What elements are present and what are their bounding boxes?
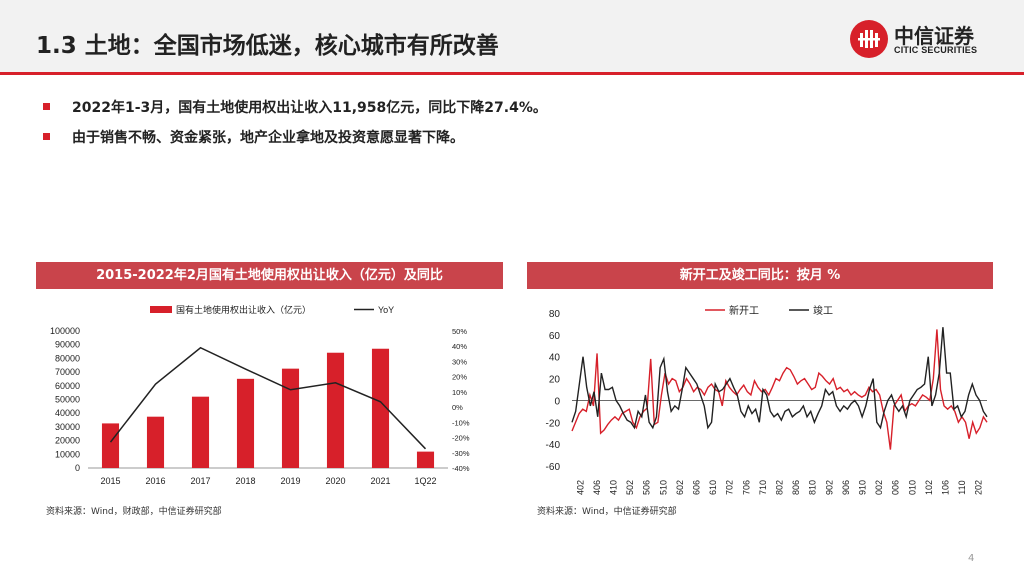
y-tick-label: 40 [549,353,561,364]
x-tick-label: 1710 [758,480,768,495]
y-left-tick-label: 30000 [55,422,80,432]
x-tick-label: 2202 [974,480,984,495]
x-tick-label: 1602 [675,480,685,495]
y-tick-label: 0 [554,396,560,407]
x-tick-label: 2016 [145,476,165,486]
bullet-text: 由于销售不畅、资金紧张，地产企业拿地及投资意愿显著下降。 [72,130,464,146]
revenue-bar [416,451,435,468]
bullet-item: 由于销售不畅、资金紧张，地产企业拿地及投资意愿显著下降。 [43,127,464,147]
x-tick-label: 1902 [824,480,834,495]
bullet-text: 2022年1-3月，国有土地使用权出让收入11,958亿元，同比下降27.4%。 [72,100,547,116]
x-tick-label: 2018 [235,476,255,486]
y-right-tick-label: 40% [452,342,467,351]
y-tick-label: -40 [546,440,561,451]
x-tick-label: 1702 [725,480,735,495]
x-tick-label: 1610 [708,480,718,495]
revenue-bar [236,378,255,468]
header-rule [0,72,1024,75]
x-tick-label: 1810 [808,480,818,495]
left-chart-header: 2015-2022年2月国有土地使用权出让收入（亿元）及同比 [36,262,503,289]
chart-legend: 国有土地使用权出让收入（亿元） YoY [150,304,394,315]
x-tick-label: 2110 [957,480,967,495]
logo-name-cn: 中信证券 [894,24,974,48]
x-tick-label: 2010 [907,480,917,495]
legend-label-yoy: YoY [378,305,394,315]
x-tick-label: 1410 [609,480,619,495]
revenue-bar [146,416,165,468]
y-tick-label: 60 [549,331,561,342]
right-chart-header: 新开工及竣工同比：按月 % [527,262,993,289]
x-tick-label: 2102 [924,480,934,495]
y-right-tick-label: -10% [452,418,470,427]
y-left-tick-label: 20000 [55,436,80,446]
x-tick-label: 1706 [741,480,751,495]
y-left-tick-label: 10000 [55,449,80,459]
y-tick-label: 20 [549,375,561,386]
revenue-bar [281,368,300,468]
legend-label-starts: 新开工 [729,304,759,317]
x-tick-label: 2015 [100,476,120,486]
legend-label-completions: 竣工 [813,304,833,317]
y-left-tick-label: 50000 [55,395,80,405]
x-tick-label: 1910 [858,480,868,495]
x-tick-label: 2019 [280,476,300,486]
y-right-tick-label: -40% [452,464,470,473]
y-right-tick-label: -20% [452,434,470,443]
x-tick-label: 2002 [874,480,884,495]
y-right-tick-label: 50% [452,327,467,336]
bullet-square-icon [43,102,50,110]
x-tick-label: 2020 [325,476,345,486]
y-right-tick-label: 30% [452,357,467,366]
x-tick-label: 1906 [841,480,851,495]
y-left-tick-label: 60000 [55,381,80,391]
x-tick-label: 1510 [658,480,668,495]
bullet-item: 2022年1-3月，国有土地使用权出让收入11,958亿元，同比下降27.4%。 [43,97,547,117]
x-tick-label: 1402 [575,480,585,495]
x-tick-label: 2006 [891,480,901,495]
y-right-tick-label: 10% [452,388,467,397]
x-tick-label: 1406 [592,480,602,495]
y-left-tick-label: 0 [75,463,80,473]
logo-emblem-icon [850,20,888,58]
revenue-bar [101,423,120,468]
revenue-bar [326,352,345,468]
x-tick-label: 2017 [190,476,210,486]
starts-line [571,329,988,450]
revenue-bar [371,348,390,468]
revenue-bar [191,396,210,468]
y-left-tick-label: 40000 [55,408,80,418]
left-chart-source: 资料来源：Wind，财政部，中信证券研究部 [46,507,222,517]
y-tick-label: 80 [549,309,561,320]
y-tick-label: -60 [546,462,561,473]
completions-line [571,327,988,430]
x-tick-label: 2021 [370,476,390,486]
x-tick-label: 1506 [642,480,652,495]
y-right-tick-label: 0% [452,403,463,412]
x-tick-label: 1Q22 [414,476,436,486]
y-left-tick-label: 80000 [55,353,80,363]
y-left-tick-label: 90000 [55,340,80,350]
y-left-tick-label: 100000 [50,326,80,336]
yoy-line [109,346,427,450]
x-tick-label: 1802 [775,480,785,495]
page-number: 4 [968,553,975,564]
y-right-tick-label: 20% [452,373,467,382]
legend-label-revenue: 国有土地使用权出让收入（亿元） [176,304,311,315]
chart-legend: 新开工 竣工 [705,304,833,317]
logo-name-en: CITIC SECURITIES [894,45,978,55]
x-tick-label: 1502 [625,480,635,495]
y-tick-label: -20 [546,418,561,429]
starts-completions-chart: 新开工 竣工 -60 -40 -20 0 20 40 60 80 1402 1406 1410 1502 1… [546,304,988,495]
x-tick-label: 2106 [941,480,951,495]
bullet-square-icon [43,132,50,140]
x-tick-label: 1806 [791,480,801,495]
x-tick-label: 1606 [692,480,702,495]
y-right-tick-label: -30% [452,449,470,458]
legend-swatch-revenue [150,306,172,313]
right-chart-source: 资料来源：Wind，中信证券研究部 [537,507,677,517]
land-revenue-chart: 国有土地使用权出让收入（亿元） YoY 0 10000 20000 30000 40000 5… [50,304,470,486]
citic-logo: 中信证券 CITIC SECURITIES [850,18,1000,62]
page-title: 1.3 土地：全国市场低迷，核心城市有所改善 [36,33,499,59]
y-left-tick-label: 70000 [55,367,80,377]
